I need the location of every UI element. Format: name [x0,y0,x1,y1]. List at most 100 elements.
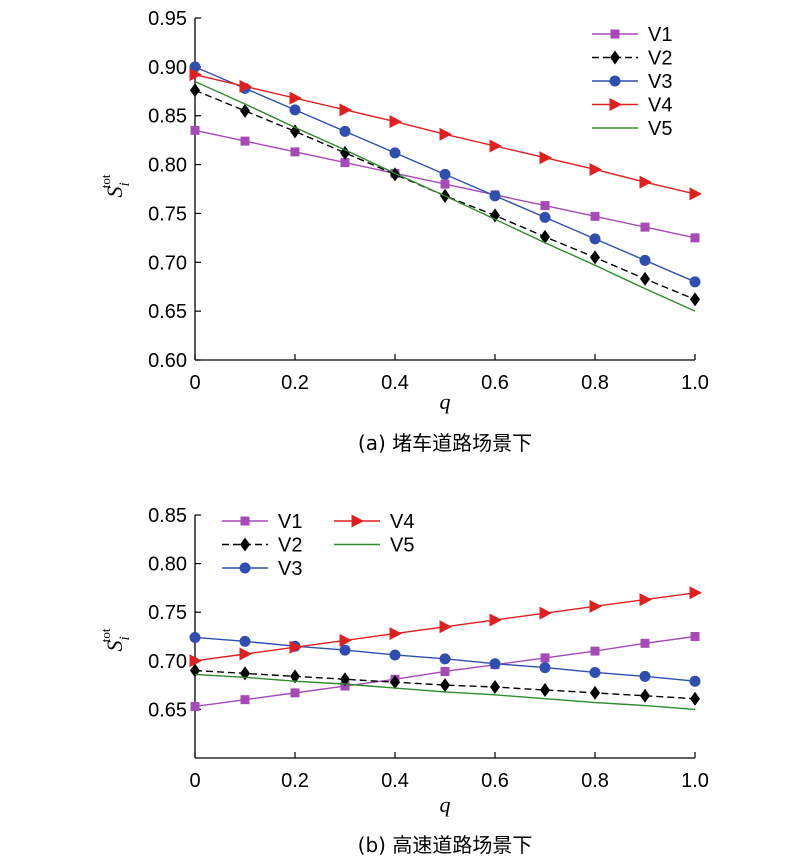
x-tick-label: 0.8 [581,770,609,792]
data-point-v2 [690,292,700,307]
x-tick-label: 1.0 [681,372,709,394]
data-point-v1 [440,666,450,676]
legend-marker-v4 [351,514,364,528]
legend-label-v4: V4 [390,511,414,533]
data-point-v4 [589,162,602,176]
data-point-v4 [639,175,652,189]
data-point-v3 [189,631,201,643]
data-point-v2 [540,229,550,244]
data-point-v2 [590,250,600,265]
data-point-v1 [590,646,600,656]
y-tick-label: 0.85 [148,106,187,128]
x-tick-label: 0.4 [381,372,409,394]
data-point-v3 [689,675,701,687]
y-tick-label: 0.75 [148,602,187,624]
data-point-v4 [689,586,702,600]
data-point-v3 [639,670,651,682]
data-point-v3 [539,662,551,674]
legend-marker-v2 [240,537,250,552]
legend-label-v5: V5 [648,118,672,140]
data-point-v3 [489,190,501,202]
y-tick-label: 0.80 [148,155,187,177]
data-point-v1 [540,653,550,663]
legend-label-v5: V5 [390,535,414,557]
series-line-v2 [194,89,696,301]
data-point-v1 [290,688,300,698]
data-point-v2 [240,666,250,681]
caption-b: (b) 高速道路场景下 [358,833,533,857]
data-point-v4 [189,68,202,82]
data-point-v4 [339,103,352,117]
data-point-v3 [239,635,251,647]
data-point-v1 [440,179,450,189]
y-tick-label: 0.60 [148,350,187,372]
data-point-v1 [640,222,650,232]
data-point-v2 [240,103,250,118]
data-point-v1 [640,638,650,648]
legend-marker-v3 [239,562,251,574]
data-point-v1 [690,632,700,641]
y-tick-label: 0.70 [148,651,187,673]
svg-text:Sitot: Sitot [98,174,133,197]
data-point-v4 [289,640,302,654]
data-point-v4 [289,91,302,105]
chart-panel-a: Sitot q (a) 堵车道路场景下 0.600.650.700.750.80… [98,8,709,455]
data-point-v1 [290,147,300,157]
legend-marker-v2 [610,50,620,65]
x-tick-label: 0.2 [281,770,309,792]
x-axis-label: q [440,792,451,817]
data-point-v3 [639,254,651,266]
y-tick-label: 0.75 [148,203,187,225]
x-tick-label: 0 [189,372,200,394]
y-label-sup: tot [98,174,113,188]
legend-marker-v1 [610,29,620,39]
x-tick-label: 0.6 [481,372,509,394]
data-point-v1 [340,158,350,168]
data-point-v3 [489,658,501,670]
legend-label-v3: V3 [648,71,672,93]
data-point-v4 [239,647,252,661]
data-point-v4 [239,79,252,93]
data-point-v3 [389,147,401,159]
svg-text:Sitot: Sitot [98,628,133,651]
legend-marker-v4 [609,98,622,111]
x-tick-label: 0.8 [581,372,609,394]
series-line-v5 [194,80,696,312]
data-point-v2 [390,675,400,690]
data-point-v2 [590,685,600,700]
legend-marker-v1 [240,516,250,526]
y-label-sub: i [117,182,133,186]
data-point-v1 [240,695,250,705]
data-point-v3 [339,125,351,137]
data-point-v3 [589,233,601,245]
series-line-v5 [194,673,696,711]
legend-label-v1: V1 [278,511,302,533]
data-point-v2 [490,680,500,695]
data-point-v2 [390,167,400,182]
legend-marker-v3 [609,75,621,87]
data-point-v4 [189,654,202,668]
data-point-v1 [190,125,200,135]
x-tick-label: 0.4 [381,770,409,792]
data-point-v3 [439,168,451,180]
data-point-v3 [339,644,351,656]
data-point-v4 [389,115,402,129]
x-tick-label: 0.2 [281,372,309,394]
y-tick-label: 0.65 [148,699,187,721]
data-point-v1 [540,201,550,211]
data-point-v3 [589,666,601,678]
y-label-sub: i [117,636,133,640]
x-tick-label: 0.6 [481,770,509,792]
data-point-v1 [690,233,700,243]
series-line-v2 [194,669,696,700]
data-point-v4 [339,633,352,647]
x-tick-label: 1.0 [681,770,709,792]
y-tick-label: 0.90 [148,57,187,79]
legend-label-v2: V2 [278,535,302,557]
y-tick-label: 0.70 [148,252,187,274]
data-point-v4 [389,627,402,641]
data-point-v4 [439,620,452,634]
data-point-v4 [689,187,702,201]
data-point-v1 [190,701,200,711]
